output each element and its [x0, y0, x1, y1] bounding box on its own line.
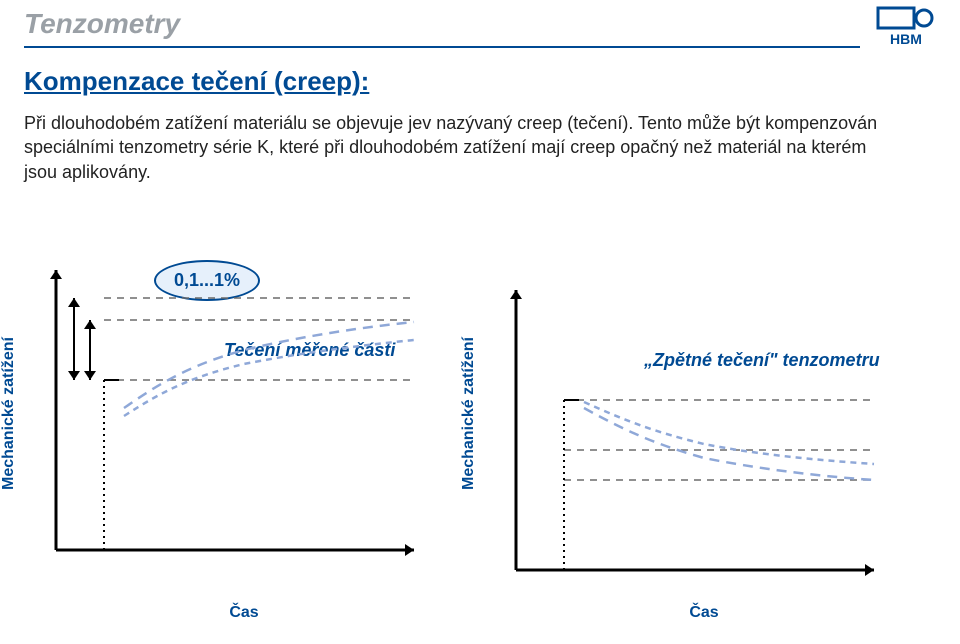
body-text: Při dlouhodobém zatížení materiálu se ob… — [24, 111, 904, 184]
chart-reverse-svg — [484, 280, 884, 580]
x-axis-label-right: Čas — [689, 604, 718, 622]
logo-text: HBM — [890, 31, 922, 46]
header-rule — [24, 46, 860, 48]
reverse-creep-label: „Zpětné tečení" tenzometru — [644, 350, 880, 371]
x-axis-label-left: Čas — [229, 604, 258, 622]
chart-creep-svg — [24, 260, 424, 560]
hbm-logo: HBM — [876, 6, 936, 46]
charts: 0,1...1% Tečení měřené části Mechanické … — [24, 260, 936, 644]
header: Tenzometry HBM — [0, 0, 960, 56]
chart-creep: Mechanické zatížení Čas — [24, 260, 464, 620]
chart-reverse-creep: „Zpětné tečení" tenzometru Mechanické za… — [484, 280, 924, 620]
page-title: Tenzometry — [24, 8, 936, 40]
section-heading: Kompenzace tečení (creep): — [24, 66, 936, 97]
y-axis-label-left: Mechanické zatížení — [0, 337, 18, 490]
y-axis-label-right: Mechanické zatížení — [460, 337, 478, 490]
content: Kompenzace tečení (creep): Při dlouhodob… — [24, 66, 936, 184]
